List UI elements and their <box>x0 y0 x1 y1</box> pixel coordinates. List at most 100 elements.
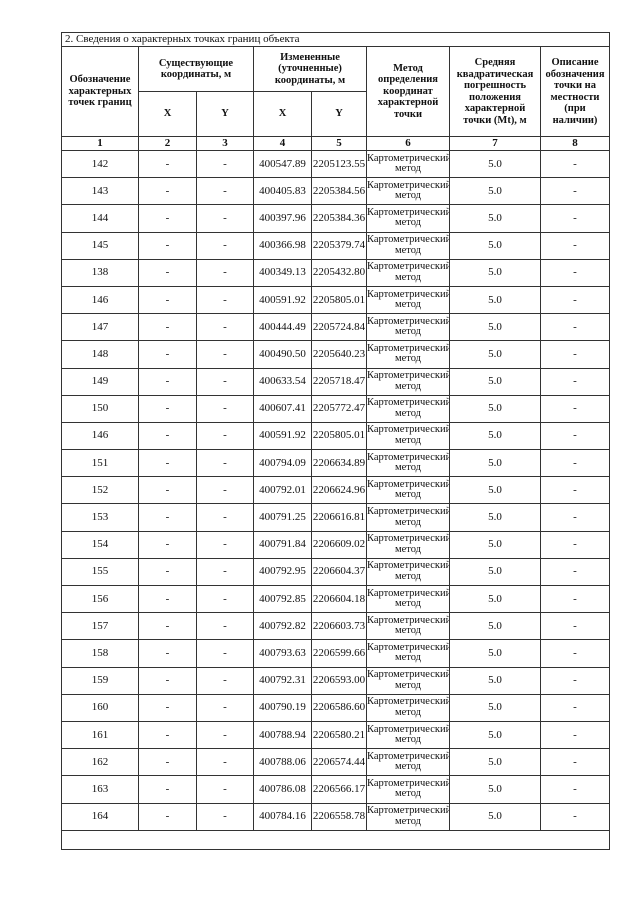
cell-changed-y: 2205718.47 <box>311 367 367 396</box>
cell-description: - <box>540 476 610 505</box>
cell-changed-x: 400366.98 <box>253 231 312 260</box>
cell-existing-x: - <box>138 149 197 179</box>
cell-changed-x: 400591.92 <box>253 421 312 451</box>
cell-changed-y: 2206634.89 <box>311 449 367 478</box>
cell-existing-x: - <box>138 204 197 233</box>
cell-changed-x: 400794.09 <box>253 449 312 478</box>
cell-mt-error: 5.0 <box>449 149 541 179</box>
cell-changed-y: 2205379.74 <box>311 231 367 260</box>
cell-method: Картометрический метод <box>366 775 450 804</box>
cell-existing-y: - <box>196 748 254 777</box>
column-number: 2 <box>138 136 197 151</box>
column-number: 1 <box>61 136 139 151</box>
cell-changed-x: 400791.84 <box>253 530 312 559</box>
cell-mt-error: 5.0 <box>449 204 541 233</box>
cell-method: Картометрический метод <box>366 394 450 423</box>
cell-point-id: 149 <box>61 367 139 396</box>
cell-method: Картометрический метод <box>366 720 450 750</box>
cell-mt-error: 5.0 <box>449 612 541 641</box>
column-number: 5 <box>311 136 367 151</box>
table-row: 159- -400792.31 2206593.00 Картометрический… <box>61 666 610 695</box>
table-row: 138- -400349.13 2205432.80 Картометрический… <box>61 258 610 287</box>
table-row: 164- -400784.16 2206558.78 Картометрический… <box>61 802 610 831</box>
column-number: 4 <box>253 136 312 151</box>
cell-existing-x: - <box>138 421 197 451</box>
cell-description: - <box>540 639 610 668</box>
table-row: 144- -400397.96 2205384.36 Картометрический… <box>61 204 610 233</box>
header-changed-y: Y <box>311 91 367 137</box>
cell-changed-y: 2205432.80 <box>311 258 367 287</box>
cell-changed-y: 2205724.84 <box>311 313 367 342</box>
cell-point-id: 138 <box>61 258 139 287</box>
table-row: 148- -400490.50 2205640.23 Картометрический… <box>61 340 610 369</box>
cell-existing-x: - <box>138 231 197 260</box>
cell-existing-y: - <box>196 557 254 587</box>
cell-changed-y: 2206566.17 <box>311 775 367 804</box>
cell-existing-y: - <box>196 476 254 505</box>
cell-existing-x: - <box>138 394 197 423</box>
column-number: 6 <box>366 136 450 151</box>
cell-changed-x: 400788.94 <box>253 720 312 750</box>
cell-existing-y: - <box>196 530 254 559</box>
cell-point-id: 152 <box>61 476 139 505</box>
cell-mt-error: 5.0 <box>449 748 541 777</box>
cell-method: Картометрический метод <box>366 313 450 342</box>
cell-existing-y: - <box>196 775 254 804</box>
cell-mt-error: 5.0 <box>449 530 541 559</box>
section-title: 2. Сведения о характерных точках границ … <box>61 32 610 47</box>
column-number: 8 <box>540 136 610 151</box>
cell-point-id: 163 <box>61 775 139 804</box>
cell-mt-error: 5.0 <box>449 367 541 396</box>
cell-mt-error: 5.0 <box>449 802 541 831</box>
header-existing-coords: Существующие координаты, м <box>138 46 254 92</box>
cell-existing-x: - <box>138 476 197 505</box>
cell-existing-y: - <box>196 367 254 396</box>
boundary-points-table: 2. Сведения о характерных точках границ … <box>61 32 610 850</box>
cell-mt-error: 5.0 <box>449 285 541 315</box>
table-row: 147- -400444.49 2205724.84 Картометрический… <box>61 313 610 342</box>
cell-method: Картометрический метод <box>366 666 450 695</box>
cell-description: - <box>540 149 610 179</box>
cell-changed-y: 2206574.44 <box>311 748 367 777</box>
cell-changed-x: 400784.16 <box>253 802 312 831</box>
cell-method: Картометрический метод <box>366 530 450 559</box>
cell-mt-error: 5.0 <box>449 503 541 532</box>
cell-changed-x: 400792.31 <box>253 666 312 695</box>
cell-existing-x: - <box>138 775 197 804</box>
cell-mt-error: 5.0 <box>449 666 541 695</box>
cell-existing-y: - <box>196 503 254 532</box>
cell-description: - <box>540 530 610 559</box>
cell-existing-y: - <box>196 639 254 668</box>
cell-existing-y: - <box>196 584 254 614</box>
cell-existing-y: - <box>196 394 254 423</box>
cell-point-id: 147 <box>61 313 139 342</box>
cell-existing-x: - <box>138 584 197 614</box>
cell-mt-error: 5.0 <box>449 394 541 423</box>
cell-mt-error: 5.0 <box>449 340 541 369</box>
cell-description: - <box>540 313 610 342</box>
header-existing-x: X <box>138 91 197 137</box>
cell-description: - <box>540 612 610 641</box>
empty-cell <box>61 829 610 850</box>
cell-existing-y: - <box>196 313 254 342</box>
cell-description: - <box>540 720 610 750</box>
cell-point-id: 160 <box>61 693 139 722</box>
cell-method: Картометрический метод <box>366 367 450 396</box>
cell-point-id: 153 <box>61 503 139 532</box>
cell-method: Картометрический метод <box>366 340 450 369</box>
cell-description: - <box>540 204 610 233</box>
cell-method: Картометрический метод <box>366 421 450 451</box>
cell-description: - <box>540 449 610 478</box>
cell-existing-x: - <box>138 720 197 750</box>
cell-changed-y: 2206586.60 <box>311 693 367 722</box>
cell-description: - <box>540 775 610 804</box>
cell-point-id: 155 <box>61 557 139 587</box>
cell-existing-y: - <box>196 340 254 369</box>
cell-existing-y: - <box>196 177 254 206</box>
cell-description: - <box>540 177 610 206</box>
cell-existing-x: - <box>138 612 197 641</box>
cell-description: - <box>540 666 610 695</box>
table-row: 143- -400405.83 2205384.56 Картометрический… <box>61 177 610 206</box>
cell-method: Картометрический метод <box>366 231 450 260</box>
cell-point-id: 143 <box>61 177 139 206</box>
